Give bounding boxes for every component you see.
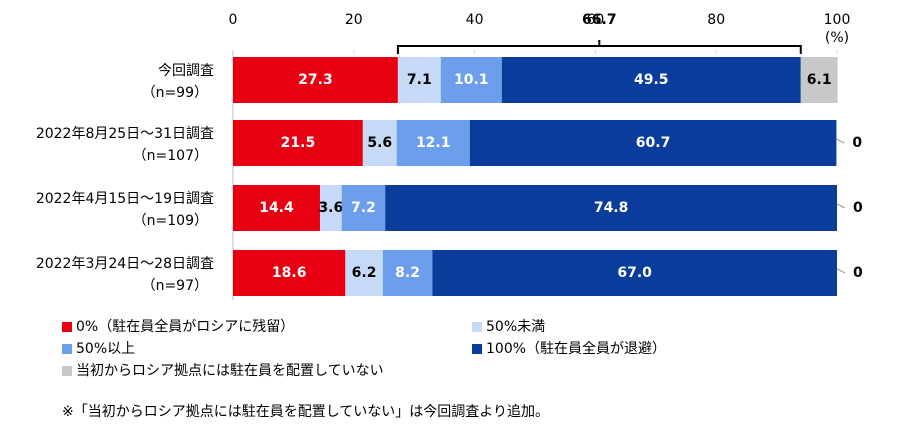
bracket xyxy=(396,40,802,54)
x-tick-label: 80 xyxy=(707,12,725,28)
category-label: 2022年4月15日～19日調査 xyxy=(36,191,214,207)
footnote: ※「当初からロシア拠点には駐在員を配置していない」は今回調査より追加。 xyxy=(62,403,549,420)
bar-segment xyxy=(233,120,363,166)
value-label: 5.6 xyxy=(367,135,392,151)
x-tick-label: 60 xyxy=(586,12,604,28)
category-label: 2022年8月25日～31日調査 xyxy=(36,126,214,142)
bar-segment xyxy=(233,185,320,231)
x-tick-label: 40 xyxy=(466,12,484,28)
bar-segment xyxy=(440,57,502,103)
legend-swatch xyxy=(472,322,482,332)
bar-segment xyxy=(341,185,386,231)
value-label: 12.1 xyxy=(416,135,451,151)
sample-size: （n=107） xyxy=(133,148,208,164)
legend-swatch xyxy=(472,344,482,354)
value-label: 7.1 xyxy=(407,72,432,88)
leader-line xyxy=(836,203,846,209)
sample-size: （n=99） xyxy=(142,85,208,101)
bar-segment xyxy=(233,250,346,296)
value-label: 60.7 xyxy=(636,135,671,151)
sample-size: （n=109） xyxy=(133,213,208,229)
legend-label: 50%未満 xyxy=(486,319,545,335)
x-tick-label: 20 xyxy=(345,12,363,28)
category-label: 今回調査 xyxy=(158,63,214,79)
value-label: 0 xyxy=(852,135,862,151)
value-label: 21.5 xyxy=(281,135,316,151)
bar-segment xyxy=(345,250,383,296)
legend-label: 50%以上 xyxy=(76,341,135,357)
legend-label: 0%（駐在員全員がロシアに残留） xyxy=(76,318,294,335)
bar-segment xyxy=(800,57,838,103)
x-unit: (%) xyxy=(825,30,849,46)
value-label: 6.2 xyxy=(352,265,377,281)
value-label: 27.3 xyxy=(298,72,333,88)
value-label: 0 xyxy=(853,200,863,216)
value-label: 7.2 xyxy=(351,200,376,216)
value-label: 3.6 xyxy=(318,200,343,216)
leader-line xyxy=(836,138,845,144)
bar-segment xyxy=(469,120,837,166)
value-label: 14.4 xyxy=(259,200,294,216)
x-tick-label: 0 xyxy=(229,12,238,28)
legend-swatch xyxy=(62,344,72,354)
value-label: 49.5 xyxy=(634,72,669,88)
bar-segment xyxy=(396,120,470,166)
value-label: 0 xyxy=(853,265,863,281)
bar-segment xyxy=(501,57,801,103)
bar-segment xyxy=(385,185,837,231)
value-label: 74.8 xyxy=(594,200,629,216)
annotation: 66.7 xyxy=(582,12,617,28)
x-tick-label: 100 xyxy=(824,12,851,28)
leader-line xyxy=(836,268,846,274)
bar-segment xyxy=(397,57,441,103)
bar-segment xyxy=(382,250,433,296)
legend-swatch xyxy=(62,322,72,332)
legend-label: 当初からロシア拠点には駐在員を配置していない xyxy=(76,362,384,379)
value-label: 67.0 xyxy=(617,265,652,281)
value-label: 8.2 xyxy=(395,265,420,281)
value-label: 18.6 xyxy=(272,265,307,281)
sample-size: （n=97） xyxy=(142,278,208,294)
legend-swatch xyxy=(62,366,72,376)
bar-segment xyxy=(233,57,398,103)
value-label: 10.1 xyxy=(454,72,489,88)
bar-segment xyxy=(432,250,837,296)
bar-segment xyxy=(362,120,397,166)
bar-segment xyxy=(319,185,342,231)
category-label: 2022年3月24日～28日調査 xyxy=(36,256,214,272)
value-label: 6.1 xyxy=(807,72,832,88)
legend-label: 100%（駐在員全員が退避） xyxy=(486,340,666,357)
